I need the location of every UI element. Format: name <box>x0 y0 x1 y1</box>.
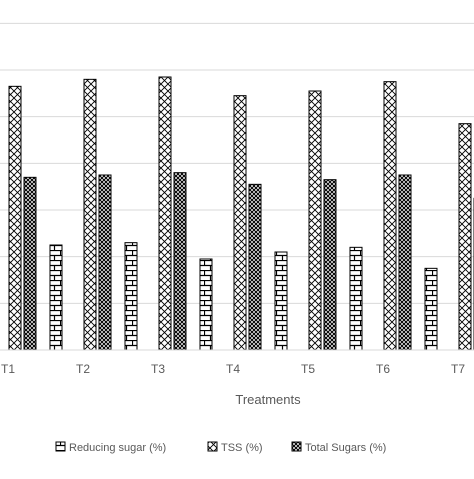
legend-label-total-sugars: Total Sugars (%) <box>305 442 386 454</box>
legend-item-reducing-sugar: Reducing sugar (%) <box>55 441 166 454</box>
bar-tss-t1 <box>8 85 22 351</box>
bar-tss-t5 <box>308 90 322 351</box>
x-tick-label-t4: T4 <box>226 362 240 376</box>
legend-item-total-sugars: Total Sugars (%) <box>291 441 386 454</box>
legend-swatch-total-sugars <box>291 441 302 452</box>
legend-swatch-tss <box>207 441 218 452</box>
x-tick-label-t2: T2 <box>76 362 90 376</box>
bars <box>8 76 474 351</box>
bar-reducing-sugar-t4 <box>199 258 213 351</box>
legend-item-tss: TSS (%) <box>207 441 263 454</box>
bar-tss-t4 <box>233 95 247 351</box>
bar-tss-t7 <box>458 123 472 351</box>
bar-total-sugars-t2 <box>98 174 112 351</box>
bar-reducing-sugar-t2 <box>49 244 63 351</box>
legend-label-reducing-sugar: Reducing sugar (%) <box>69 442 166 454</box>
bar-tss-t3 <box>158 76 172 351</box>
bar-reducing-sugar-t5 <box>274 251 288 351</box>
legend-label-tss: TSS (%) <box>221 442 263 454</box>
bar-tss-t2 <box>83 78 97 351</box>
bar-total-sugars-t3 <box>173 172 187 351</box>
legend: Reducing sugar (%) TSS (%) Total Sugars (%… <box>55 441 386 454</box>
x-axis-title: Treatments <box>235 392 301 407</box>
x-tick-label-t3: T3 <box>151 362 165 376</box>
bar-total-sugars-t4 <box>248 183 262 351</box>
bar-reducing-sugar-t7 <box>424 267 438 351</box>
bar-reducing-sugar-t6 <box>349 246 363 351</box>
legend-swatch-reducing-sugar <box>55 441 66 452</box>
bar-total-sugars-t5 <box>323 179 337 351</box>
x-tick-label-t7: T7 <box>451 362 465 376</box>
x-tick-label-t5: T5 <box>301 362 315 376</box>
x-tick-label-t6: T6 <box>376 362 390 376</box>
x-tick-label-t1: T1 <box>1 362 15 376</box>
bar-total-sugars-t6 <box>398 174 412 351</box>
x-tick-labels: T1 T2 T3 T4 T5 T6 T7 <box>1 362 465 376</box>
bar-total-sugars-t1 <box>23 176 37 351</box>
bar-tss-t6 <box>383 81 397 351</box>
bar-reducing-sugar-t3 <box>124 242 138 351</box>
